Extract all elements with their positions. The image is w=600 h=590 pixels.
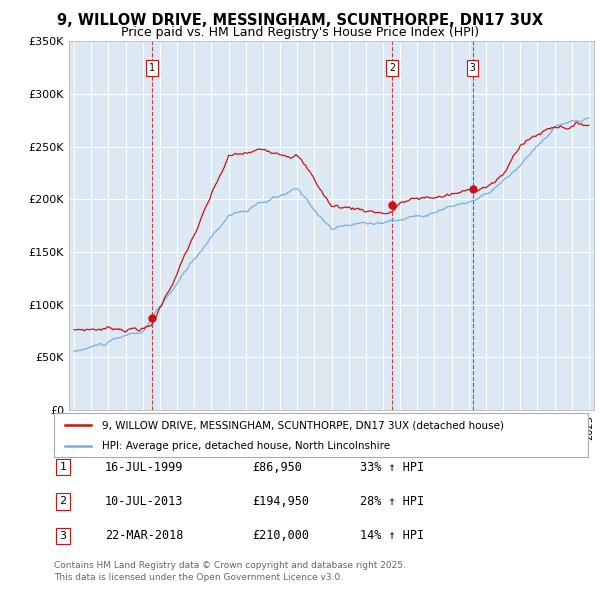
Text: 33% ↑ HPI: 33% ↑ HPI <box>360 461 424 474</box>
Text: 9, WILLOW DRIVE, MESSINGHAM, SCUNTHORPE, DN17 3UX: 9, WILLOW DRIVE, MESSINGHAM, SCUNTHORPE,… <box>57 13 543 28</box>
Text: £86,950: £86,950 <box>252 461 302 474</box>
Text: £194,950: £194,950 <box>252 495 309 508</box>
Text: Contains HM Land Registry data © Crown copyright and database right 2025.
This d: Contains HM Land Registry data © Crown c… <box>54 561 406 582</box>
Text: 14% ↑ HPI: 14% ↑ HPI <box>360 529 424 542</box>
Text: 1: 1 <box>149 63 155 73</box>
Text: 28% ↑ HPI: 28% ↑ HPI <box>360 495 424 508</box>
Text: 1: 1 <box>59 463 67 472</box>
Text: 3: 3 <box>470 63 475 73</box>
Text: 9, WILLOW DRIVE, MESSINGHAM, SCUNTHORPE, DN17 3UX (detached house): 9, WILLOW DRIVE, MESSINGHAM, SCUNTHORPE,… <box>102 421 504 430</box>
Text: £210,000: £210,000 <box>252 529 309 542</box>
Text: 16-JUL-1999: 16-JUL-1999 <box>105 461 184 474</box>
Text: HPI: Average price, detached house, North Lincolnshire: HPI: Average price, detached house, Nort… <box>102 441 390 451</box>
Text: 2: 2 <box>389 63 395 73</box>
Text: 3: 3 <box>59 531 67 540</box>
Text: 22-MAR-2018: 22-MAR-2018 <box>105 529 184 542</box>
Text: 10-JUL-2013: 10-JUL-2013 <box>105 495 184 508</box>
Text: 2: 2 <box>59 497 67 506</box>
Text: Price paid vs. HM Land Registry's House Price Index (HPI): Price paid vs. HM Land Registry's House … <box>121 26 479 39</box>
